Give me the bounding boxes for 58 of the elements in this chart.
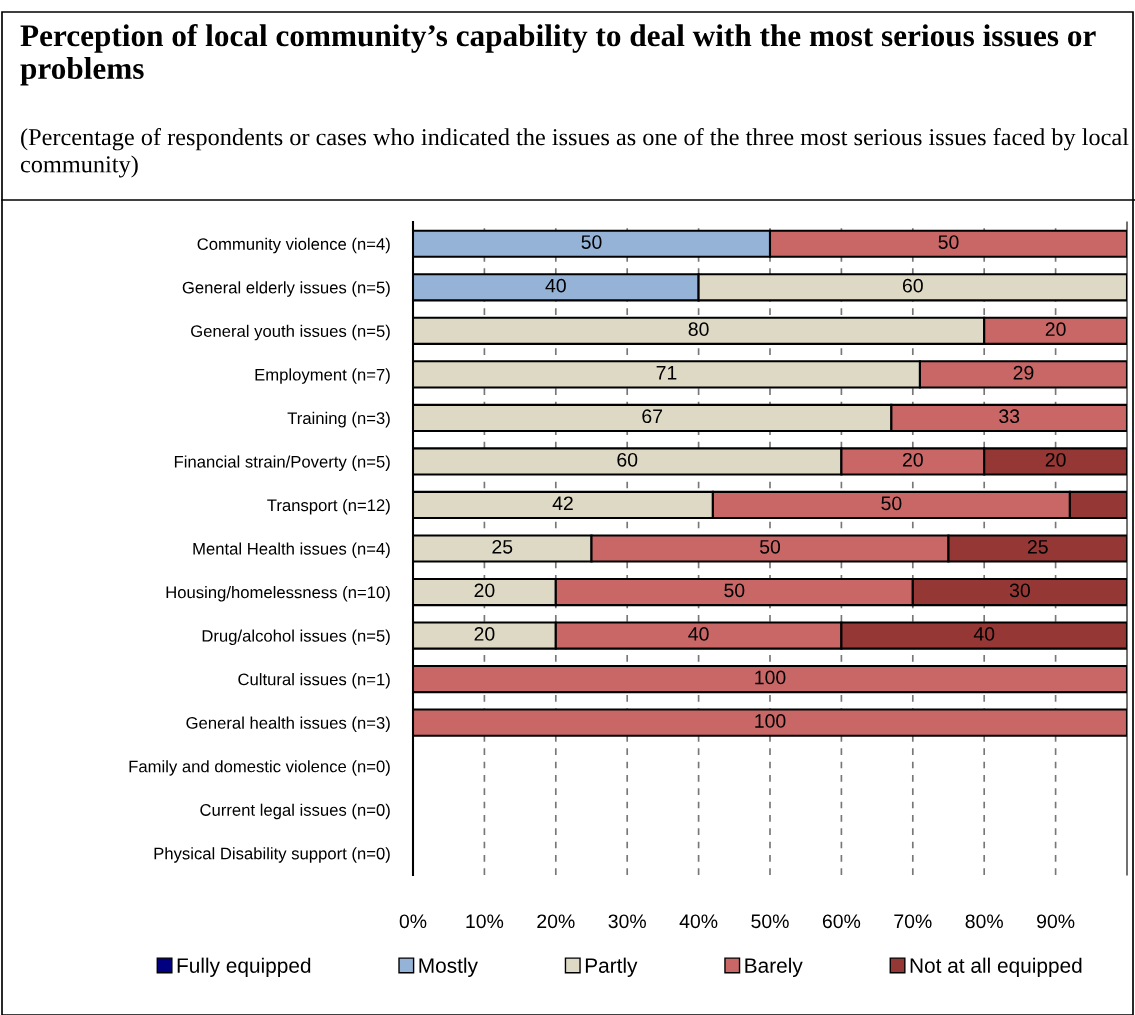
y-tick-label: General elderly issues (n=5): [182, 281, 390, 297]
y-tick-label: Physical Disability support (n=0): [154, 847, 390, 863]
data-label: 20: [1045, 452, 1066, 467]
y-tick-label: Employment (n=7): [255, 368, 390, 384]
data-label: 40: [973, 627, 995, 641]
data-label: 40: [688, 627, 709, 641]
data-label: 33: [999, 409, 1020, 424]
legend-label: Fully equipped: [177, 957, 311, 978]
y-tick-label: Current legal issues (n=0): [200, 803, 390, 820]
data-label: 50: [581, 235, 602, 249]
legend-label: Mostly: [419, 957, 478, 978]
x-tick-label: 0%: [399, 914, 427, 929]
data-label: 20: [474, 627, 495, 641]
data-label: 60: [617, 452, 638, 467]
y-tick-label: Transport (n=12): [267, 498, 390, 515]
x-tick-label: 40%: [679, 914, 718, 929]
data-label: 50: [881, 496, 902, 511]
x-tick-label: 90%: [1037, 914, 1075, 929]
y-tick-label: General health issues (n=3): [186, 716, 390, 733]
data-label: 30: [1009, 583, 1030, 598]
data-label: 20: [474, 583, 495, 598]
data-label: 71: [656, 366, 677, 380]
x-tick-label: 50%: [751, 914, 789, 929]
y-tick-label: General youth issues (n=5): [191, 324, 390, 341]
y-tick-label: Mental Health issues (n=4): [193, 542, 390, 558]
y-tick-label: Training (n=3): [287, 411, 390, 428]
data-label: 67: [642, 409, 663, 424]
x-tick-label: 60%: [822, 914, 861, 929]
x-tick-label: 20%: [537, 914, 575, 929]
data-label: 50: [938, 235, 959, 249]
data-label: 29: [1013, 365, 1034, 380]
data-label: 25: [492, 539, 513, 554]
data-label: 60: [902, 278, 923, 293]
data-label: 20: [1045, 322, 1066, 337]
legend-label: Barely: [745, 957, 803, 978]
data-label: 40: [545, 278, 566, 293]
y-tick-label: Drug/alcohol issues (n=5): [202, 629, 390, 646]
y-tick-label: Cultural issues (n=1): [238, 673, 390, 689]
data-label: 80: [688, 322, 709, 337]
y-tick-label: Family and domestic violence (n=0): [129, 760, 390, 776]
chart-title: Perception of local community’s capability to deal with the most serious issues or problems: [20, 24, 1096, 86]
y-tick-label: Community violence (n=4): [197, 237, 390, 254]
x-tick-label: 70%: [894, 914, 932, 929]
legend-label: Partly: [585, 957, 638, 978]
x-tick-label: 10%: [466, 914, 504, 929]
chart-subtitle: (Percentage of respondents or cases who indicated the issues as one of the three most serious issues faced by local community): [20, 128, 1129, 178]
data-label: 42: [552, 496, 573, 510]
y-tick-label: Financial strain/Poverty (n=5): [174, 455, 390, 471]
data-label: 25: [1027, 539, 1048, 554]
data-label: 100: [755, 714, 786, 728]
x-tick-label: 30%: [608, 914, 646, 929]
x-tick-label: 80%: [965, 914, 1003, 929]
y-tick-label: Housing/homelessness (n=10): [166, 585, 390, 602]
legend-label: Not at all equipped: [910, 957, 1082, 978]
data-label: 100: [755, 670, 786, 685]
data-label: 50: [724, 583, 745, 598]
data-label: 50: [759, 539, 781, 554]
data-label: 20: [902, 452, 923, 467]
